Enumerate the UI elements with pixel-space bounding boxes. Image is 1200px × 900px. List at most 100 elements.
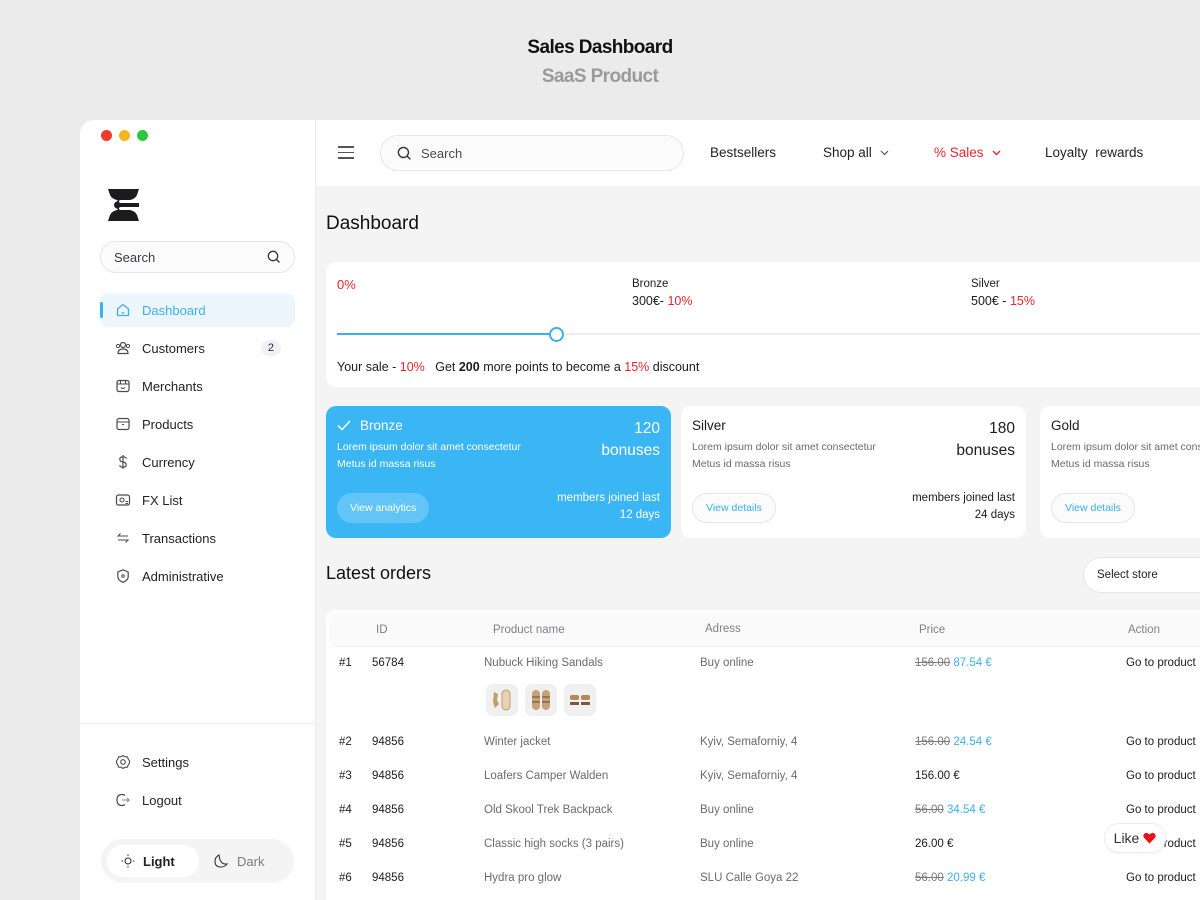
progress-slider-handle[interactable] — [549, 327, 564, 342]
old-price: 156.00 — [915, 657, 951, 669]
progress-track — [337, 333, 1200, 335]
view-analytics-button[interactable]: View analytics — [337, 493, 430, 523]
sidebar-item-administrative[interactable]: Administrative — [100, 559, 295, 593]
sidebar-item-transactions[interactable]: Transactions — [100, 521, 295, 555]
go-to-product-link[interactable]: Go to product — [1126, 872, 1196, 884]
sidebar-item-label: Settings — [142, 754, 189, 770]
order-id: 94856 — [372, 804, 404, 816]
tier-card-gold[interactable]: Gold Lorem ipsum dolor sit amet consecte… — [1040, 406, 1200, 538]
theme-dark-button[interactable]: Dark — [199, 845, 278, 877]
like-button[interactable]: Like — [1104, 823, 1166, 853]
points-needed: 200 — [458, 360, 480, 374]
bonus-count: 120 — [634, 420, 660, 437]
old-price: 156.00 — [915, 736, 951, 748]
top-search-input[interactable]: Search — [380, 135, 684, 171]
order-price: 156.00 87.54 € — [915, 657, 992, 669]
row-index: #2 — [339, 736, 352, 748]
tier-card-title: Silver — [692, 418, 726, 433]
select-store-dropdown[interactable]: Select store — [1083, 557, 1200, 593]
progress-note: Your sale - 10% Get 200 more points to b… — [337, 360, 699, 374]
go-to-product-link[interactable]: Go to product — [1126, 770, 1196, 782]
column-header-id[interactable]: ID — [376, 624, 388, 636]
hero-subtitle: SaaS Product — [541, 66, 659, 87]
row-index: #1 — [339, 657, 352, 669]
sidebar-item-dashboard[interactable]: Dashboard — [100, 293, 295, 327]
product-thumbnail[interactable] — [486, 684, 518, 716]
table-row: #3 94856 Loafers Camper Walden Kyiv, Sem… — [326, 770, 1200, 790]
view-details-button[interactable]: View details — [692, 493, 776, 523]
order-id: 94856 — [372, 838, 404, 850]
store-icon — [114, 377, 132, 395]
sidebar-item-currency[interactable]: Currency — [100, 445, 295, 479]
progress-tier-bronze: Bronze 300€- 10% — [632, 276, 693, 310]
note-text: more points to become a — [479, 360, 625, 374]
go-to-product-link[interactable]: Go to product — [1126, 804, 1196, 816]
tier-discount: 10% — [667, 294, 693, 308]
order-address: Kyiv, Semaforniy, 4 — [700, 770, 798, 782]
order-address: Kyiv, Semaforniy, 4 — [700, 736, 798, 748]
order-price: 156.00 € — [915, 770, 960, 782]
customers-count-badge: 2 — [260, 340, 281, 356]
sandal-top-icon — [532, 690, 550, 710]
exchange-card-icon — [114, 491, 132, 509]
product-thumbnail[interactable] — [525, 684, 557, 716]
tier-cards: Bronze Lorem ipsum dolor sit amet consec… — [326, 406, 1200, 538]
theme-light-button[interactable]: Light — [107, 845, 199, 877]
sidebar-item-label: Administrative — [142, 568, 224, 584]
order-price: 56.00 20.99 € — [915, 872, 985, 884]
tier-card-silver[interactable]: Silver Lorem ipsum dolor sit amet consec… — [681, 406, 1026, 538]
sidebar-item-settings[interactable]: Settings — [100, 745, 295, 779]
sidebar-item-customers[interactable]: Customers 2 — [100, 331, 295, 365]
order-address: SLU Calle Goya 22 — [700, 872, 799, 884]
product-thumbnails — [486, 684, 596, 716]
nav-link-label: % Sales — [934, 145, 984, 160]
tier-card-desc: Lorem ipsum dolor sit amet consectetur — [1051, 441, 1200, 453]
row-index: #4 — [339, 804, 352, 816]
tier-card-desc: Metus id massa risus — [337, 458, 436, 470]
sidebar-search-input[interactable]: Search — [100, 241, 295, 273]
order-price: 26.00 € — [915, 838, 954, 850]
column-header-product[interactable]: Product name — [493, 624, 565, 636]
order-price: 156.00 24.54 € — [915, 736, 992, 748]
nav-link-loyalty-rewards[interactable]: Loyalty rewards — [1045, 145, 1143, 160]
minimize-window-dot[interactable] — [119, 130, 130, 141]
users-icon — [114, 339, 132, 357]
tier-card-desc: Lorem ipsum dolor sit amet consectetur — [692, 441, 876, 453]
go-to-product-link[interactable]: Go to product — [1126, 657, 1196, 669]
sidebar-item-merchants[interactable]: Merchants — [100, 369, 295, 403]
tier-discount: 15% — [1009, 294, 1035, 308]
sidebar-item-fx-list[interactable]: FX List — [100, 483, 295, 517]
go-to-product-link[interactable]: Go to product — [1126, 736, 1196, 748]
nav-link-bestsellers[interactable]: Bestsellers — [710, 145, 776, 160]
order-price: 56.00 34.54 € — [915, 804, 985, 816]
note-text: Your sale - — [337, 360, 400, 374]
logout-icon — [114, 791, 132, 809]
tier-card-title: Bronze — [360, 418, 403, 433]
tier-name: Bronze — [632, 278, 669, 290]
sidebar-item-logout[interactable]: Logout — [100, 783, 295, 817]
close-window-dot[interactable] — [101, 130, 112, 141]
top-navigation-bar: Search Bestsellers Shop all % Sales Loya… — [316, 120, 1200, 186]
product-thumbnail[interactable] — [564, 684, 596, 716]
current-price: 34.54 € — [946, 804, 986, 816]
product-name: Winter jacket — [484, 736, 551, 748]
check-icon — [337, 420, 351, 431]
table-row: #6 94856 Hydra pro glow SLU Calle Goya 2… — [326, 872, 1200, 892]
progress-start-label: 0% — [337, 277, 356, 292]
sidebar-item-products[interactable]: Products — [100, 407, 295, 441]
nav-link-shop-all[interactable]: Shop all — [823, 145, 889, 160]
menu-toggle-button[interactable] — [338, 146, 354, 159]
column-header-price[interactable]: Price — [919, 624, 946, 636]
sidebar-item-label: Dashboard — [142, 302, 206, 318]
current-price: 87.54 € — [953, 657, 992, 669]
maximize-window-dot[interactable] — [137, 130, 148, 141]
nav-link-sales[interactable]: % Sales — [934, 145, 1001, 160]
nav-link-label: Bestsellers — [710, 145, 777, 160]
hero-title: Sales Dashboard — [527, 37, 673, 58]
bonus-unit: bonuses — [601, 442, 660, 459]
column-header-action[interactable]: Action — [1128, 624, 1160, 636]
product-name: Classic high socks (3 pairs) — [484, 838, 624, 850]
column-header-address[interactable]: Adress — [705, 623, 741, 635]
view-details-button[interactable]: View details — [1051, 493, 1135, 523]
tier-card-bronze[interactable]: Bronze Lorem ipsum dolor sit amet consec… — [326, 406, 671, 538]
